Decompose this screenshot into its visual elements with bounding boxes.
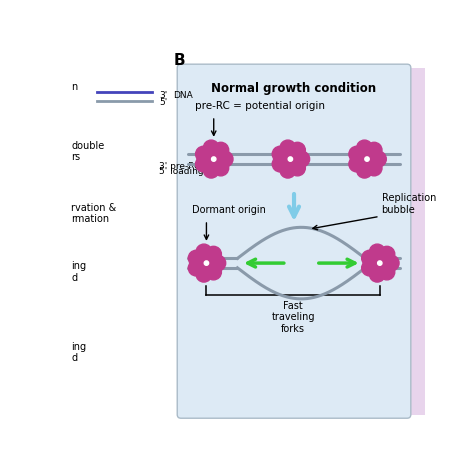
Ellipse shape (349, 146, 365, 162)
Ellipse shape (383, 255, 399, 271)
Ellipse shape (280, 140, 296, 156)
FancyBboxPatch shape (411, 68, 425, 415)
Ellipse shape (213, 160, 229, 176)
Ellipse shape (188, 260, 204, 276)
Text: rvation &
rmation: rvation & rmation (72, 203, 117, 225)
Text: 5': 5' (159, 98, 167, 107)
Text: pre-RC = potential origin: pre-RC = potential origin (195, 100, 326, 110)
Ellipse shape (349, 156, 365, 172)
Text: 3' pre-RC: 3' pre-RC (159, 162, 200, 171)
Ellipse shape (294, 151, 310, 167)
Ellipse shape (283, 152, 297, 166)
Ellipse shape (196, 266, 212, 282)
Ellipse shape (188, 250, 204, 266)
Ellipse shape (206, 246, 221, 262)
Text: B: B (173, 53, 185, 68)
Ellipse shape (365, 157, 369, 161)
Text: n: n (72, 82, 78, 92)
Ellipse shape (196, 244, 212, 260)
Ellipse shape (213, 142, 229, 158)
Ellipse shape (210, 255, 226, 271)
Ellipse shape (369, 244, 385, 260)
Text: 3': 3' (159, 91, 167, 100)
Ellipse shape (203, 140, 219, 156)
Ellipse shape (272, 156, 288, 172)
Text: Dormant origin: Dormant origin (192, 205, 266, 215)
Ellipse shape (362, 260, 377, 276)
Ellipse shape (207, 152, 221, 166)
Ellipse shape (280, 162, 296, 178)
Ellipse shape (196, 156, 211, 172)
Text: double
rs: double rs (72, 141, 105, 163)
Ellipse shape (196, 146, 211, 162)
Ellipse shape (371, 151, 386, 167)
Text: DNA: DNA (173, 91, 193, 100)
Ellipse shape (200, 256, 213, 270)
Ellipse shape (356, 162, 373, 178)
Ellipse shape (360, 152, 374, 166)
Text: ing
d: ing d (72, 342, 87, 363)
Ellipse shape (378, 261, 382, 265)
Ellipse shape (366, 142, 382, 158)
Ellipse shape (379, 246, 395, 262)
Ellipse shape (203, 162, 219, 178)
Ellipse shape (356, 140, 373, 156)
Ellipse shape (366, 160, 382, 176)
Ellipse shape (379, 264, 395, 280)
Ellipse shape (369, 266, 385, 282)
Text: 5' loading: 5' loading (159, 167, 204, 176)
Ellipse shape (272, 146, 288, 162)
Ellipse shape (206, 264, 221, 280)
FancyBboxPatch shape (177, 64, 411, 418)
Ellipse shape (362, 250, 377, 266)
Text: ing
d: ing d (72, 261, 87, 283)
Ellipse shape (373, 256, 387, 270)
Ellipse shape (204, 261, 209, 265)
Ellipse shape (288, 157, 292, 161)
Ellipse shape (211, 157, 216, 161)
Ellipse shape (290, 160, 305, 176)
Text: Normal growth condition: Normal growth condition (211, 82, 376, 95)
Ellipse shape (217, 151, 233, 167)
Ellipse shape (290, 142, 305, 158)
Text: Fast
traveling
forks: Fast traveling forks (271, 301, 315, 334)
Text: Replication
bubble: Replication bubble (382, 193, 436, 215)
